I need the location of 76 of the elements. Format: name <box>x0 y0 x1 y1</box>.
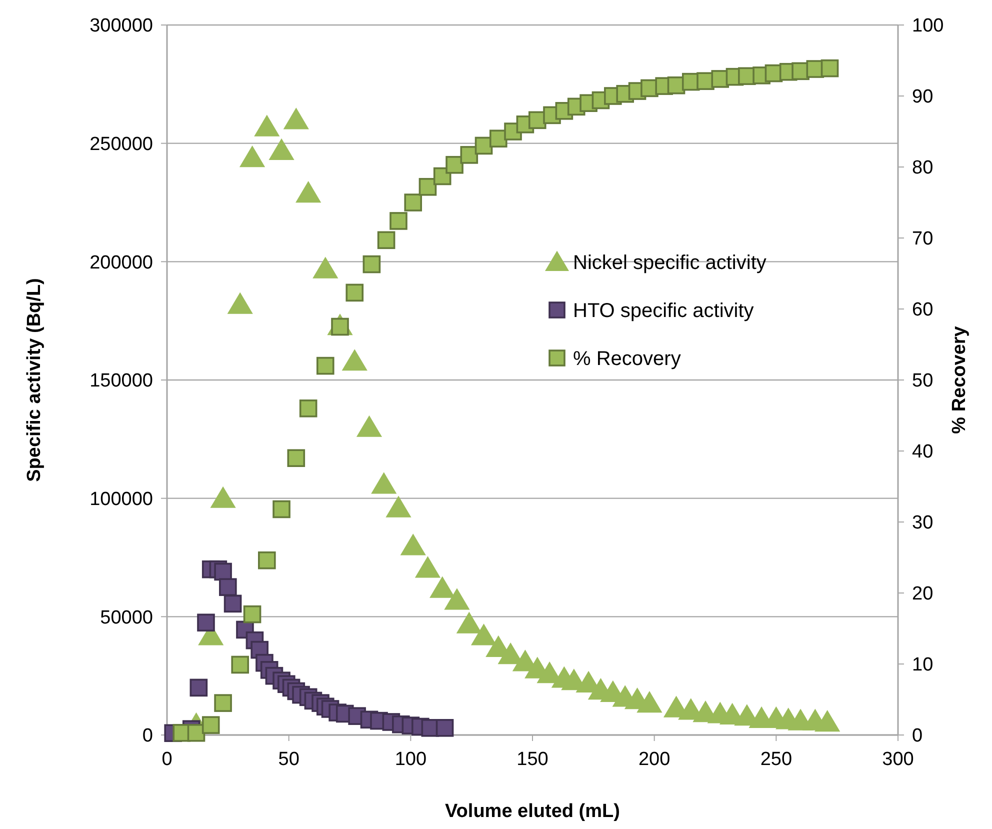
point <box>436 719 454 737</box>
y-tick-label: 300000 <box>90 16 153 37</box>
point <box>231 656 249 674</box>
y-tick-label: 50000 <box>100 607 153 628</box>
x-tick-label: 50 <box>278 749 300 770</box>
y-tick-label: 200000 <box>90 252 153 274</box>
y-tick-label: 150000 <box>90 370 153 392</box>
point <box>414 556 441 578</box>
legend-label: % Recovery <box>573 348 681 370</box>
point <box>404 194 422 212</box>
point <box>377 231 396 250</box>
y2-tick-label: 10 <box>912 654 934 676</box>
point <box>296 181 322 203</box>
y2-tick-label: 70 <box>912 228 934 250</box>
point <box>346 284 364 302</box>
point <box>258 551 276 570</box>
y2-tick-label: 100 <box>912 16 944 37</box>
point <box>210 486 236 508</box>
point <box>456 612 482 634</box>
point <box>446 156 464 174</box>
y2-tick-label: 60 <box>912 300 934 321</box>
point <box>312 256 338 278</box>
point <box>400 534 426 556</box>
y2-tick-label: 40 <box>912 442 934 463</box>
point <box>636 691 662 713</box>
point <box>390 212 408 230</box>
point <box>820 59 839 78</box>
y2-tick-label: 0 <box>912 726 923 747</box>
x-tick-label: 250 <box>760 749 792 770</box>
point <box>814 710 840 732</box>
y2-tick-label: 20 <box>912 584 934 605</box>
point <box>202 716 220 734</box>
point <box>187 724 206 742</box>
y2-tick-label: 30 <box>912 512 934 534</box>
point <box>418 178 437 196</box>
point <box>239 146 266 168</box>
point <box>430 576 456 598</box>
point <box>227 292 253 314</box>
y-tick-label: 0 <box>142 726 153 747</box>
x-tick-label: 100 <box>394 749 427 770</box>
y2-tick-label: 90 <box>912 86 934 108</box>
y2-tick-label: 50 <box>912 370 934 392</box>
y-axis-title: Specific activity (Bq/L) <box>24 278 45 482</box>
x-tick-label: 0 <box>162 749 172 770</box>
y2-axis-title: % Recovery <box>949 326 970 434</box>
x-axis-title: Volume eluted (mL) <box>445 801 620 822</box>
point <box>362 255 381 274</box>
point <box>243 605 262 624</box>
point <box>356 415 382 437</box>
y-tick-label: 250000 <box>90 134 153 155</box>
point <box>444 588 470 610</box>
y2-tick-label: 80 <box>912 158 934 179</box>
point <box>197 614 215 632</box>
point <box>287 449 306 467</box>
x-tick-label: 300 <box>882 749 914 770</box>
point <box>316 356 334 375</box>
legend-label: HTO specific activity <box>573 300 754 322</box>
point <box>190 678 208 697</box>
point <box>214 694 232 712</box>
point <box>254 114 280 136</box>
x-tick-label: 150 <box>516 749 548 770</box>
point <box>224 594 242 613</box>
point <box>371 472 397 494</box>
point <box>214 562 232 581</box>
legend-label: Nickel specific activity <box>573 252 766 274</box>
point <box>460 146 478 164</box>
point <box>272 500 290 518</box>
point <box>342 349 368 371</box>
y-tick-label: 100000 <box>90 488 153 510</box>
point <box>489 130 508 148</box>
point <box>268 138 294 160</box>
point <box>299 400 318 418</box>
point <box>283 108 309 130</box>
point <box>386 496 412 518</box>
point <box>219 578 237 596</box>
x-tick-label: 200 <box>638 749 670 770</box>
